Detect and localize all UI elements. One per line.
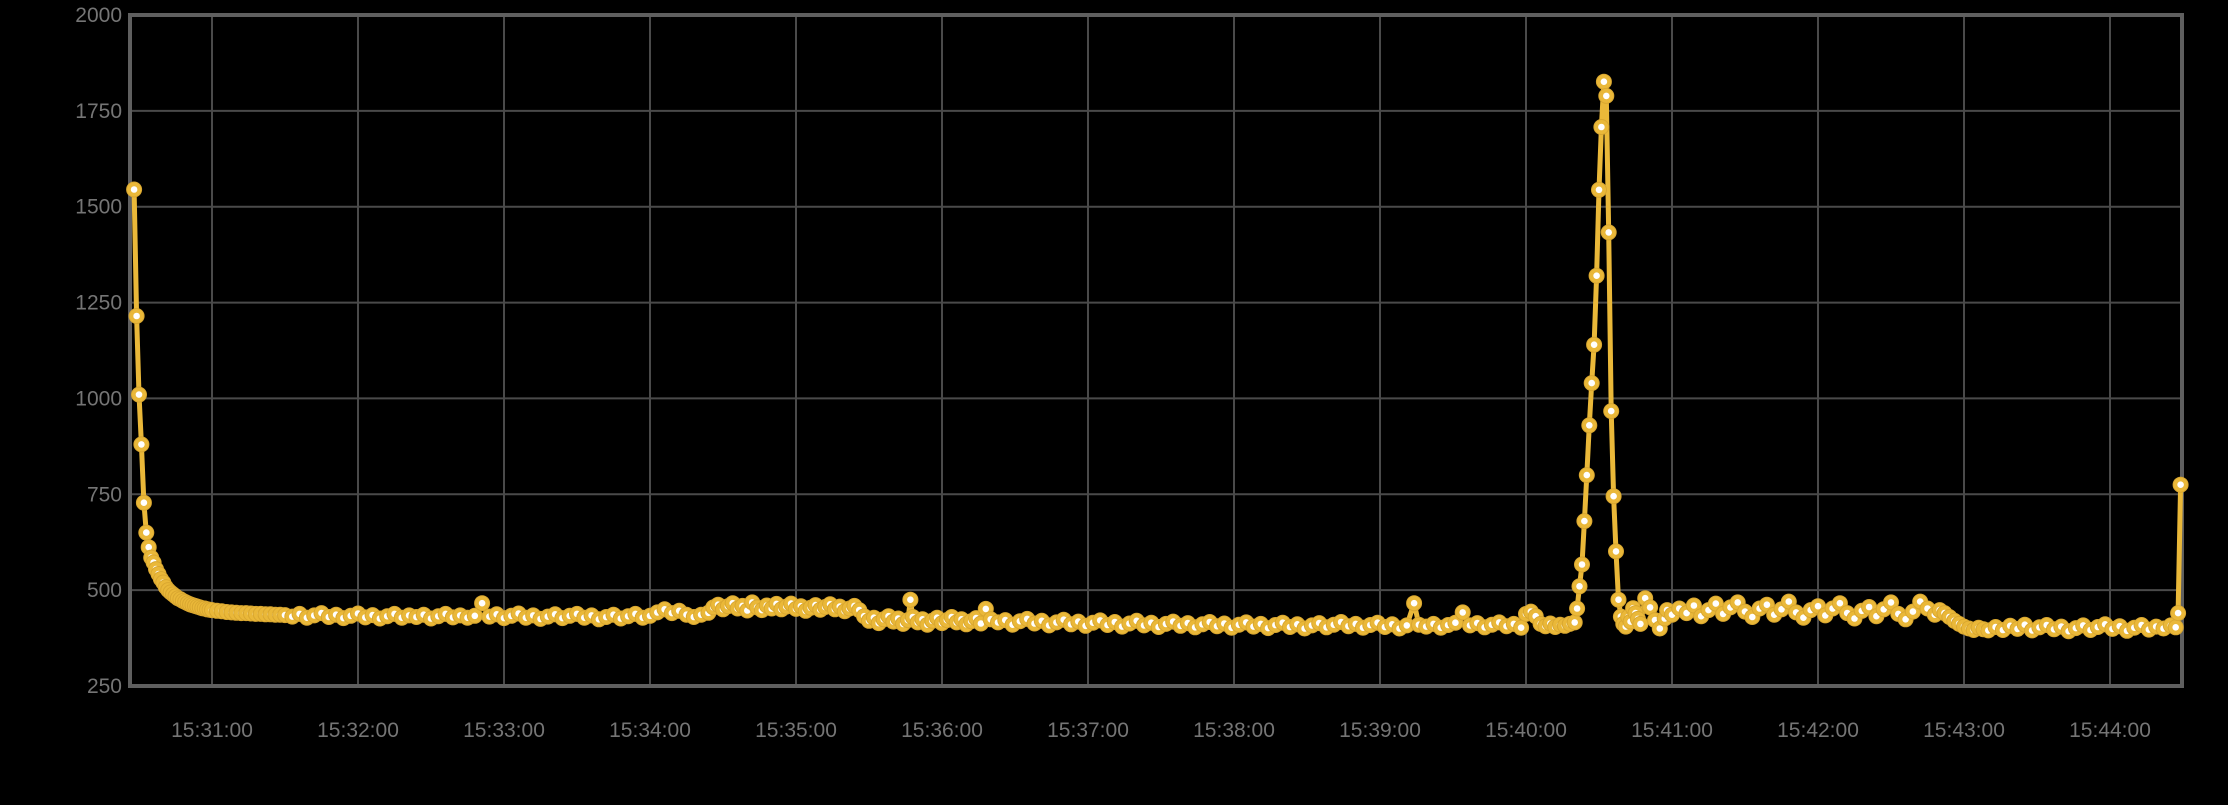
x-tick-label: 15:40:00 (1485, 719, 1567, 742)
x-tick-label: 15:35:00 (755, 719, 837, 742)
data-point-core (1865, 603, 1873, 611)
data-point-core (1583, 471, 1591, 479)
x-tick-label: 15:42:00 (1777, 719, 1859, 742)
data-point-core (1581, 517, 1588, 525)
y-tick-label: 250 (87, 675, 122, 698)
data-point-core (138, 441, 145, 448)
data-point-core (130, 186, 138, 193)
data-point-core (1607, 407, 1615, 415)
y-tick-label: 1500 (75, 196, 122, 219)
data-point-core (1610, 492, 1617, 500)
data-point-core (1800, 614, 1807, 621)
data-point-core (1637, 620, 1644, 628)
data-point-core (1598, 123, 1605, 131)
data-point-core (1615, 596, 1622, 603)
data-point-core (140, 499, 148, 507)
data-point-core (1656, 625, 1664, 632)
data-point-core (1785, 598, 1793, 605)
data-point-core (2174, 609, 2182, 617)
y-tick-label: 1000 (75, 387, 122, 410)
data-point-core (1887, 599, 1895, 606)
data-point-core (1763, 601, 1771, 608)
data-point-core (1593, 272, 1600, 280)
x-tick-label: 15:33:00 (463, 719, 545, 742)
data-point-core (1836, 599, 1844, 607)
data-point-core (1603, 92, 1610, 100)
data-point-core (1600, 78, 1608, 85)
data-point-core (1588, 379, 1595, 387)
data-point-core (1690, 602, 1698, 609)
x-tick-label: 15:31:00 (171, 719, 253, 742)
x-tick-label: 15:36:00 (901, 719, 983, 742)
data-point-core (1578, 561, 1586, 568)
data-point-core (1851, 615, 1858, 622)
y-tick-label: 750 (87, 483, 122, 506)
data-point-core (1778, 606, 1785, 613)
data-point-core (1612, 548, 1620, 555)
data-point-core (977, 620, 985, 627)
data-point-core (1646, 604, 1654, 611)
data-point-core (1576, 583, 1583, 590)
data-point-core (1712, 600, 1720, 607)
data-point-core (982, 605, 990, 613)
data-point-core (143, 529, 150, 536)
x-tick-label: 15:39:00 (1339, 719, 1421, 742)
y-tick-label: 2000 (75, 4, 122, 27)
data-point-core (907, 596, 914, 603)
x-tick-label: 15:32:00 (317, 719, 399, 742)
y-tick-label: 500 (87, 579, 122, 602)
x-tick-label: 15:38:00 (1193, 719, 1275, 742)
x-tick-label: 15:43:00 (1923, 719, 2005, 742)
data-point-core (1410, 599, 1418, 607)
x-tick-label: 15:37:00 (1047, 719, 1129, 742)
data-point-core (1590, 341, 1598, 349)
data-point-core (1571, 619, 1578, 626)
data-point-core (478, 599, 486, 607)
data-point-core (1683, 609, 1690, 617)
data-point-core (145, 543, 152, 551)
data-point-core (1403, 622, 1411, 629)
data-point-core (135, 391, 143, 398)
data-point-core (1573, 605, 1581, 612)
data-point-core (1734, 599, 1741, 606)
x-tick-label: 15:41:00 (1631, 719, 1713, 742)
data-point-core (1902, 616, 1909, 623)
data-point-core (1814, 602, 1822, 610)
data-point-core (1909, 608, 1917, 615)
data-point-core (1586, 422, 1593, 429)
data-point-core (2177, 481, 2184, 489)
data-point-core (1452, 619, 1459, 626)
x-tick-label: 15:44:00 (2069, 719, 2151, 742)
data-point-core (1605, 229, 1612, 236)
data-point-core (2172, 624, 2179, 631)
data-point-core (1517, 624, 1525, 631)
series-line (131, 79, 2184, 634)
data-point-core (1641, 594, 1649, 602)
x-tick-label: 15:34:00 (609, 719, 691, 742)
data-point-core (133, 312, 140, 320)
y-tick-label: 1250 (75, 292, 122, 315)
data-point-core (1595, 186, 1603, 194)
data-point-core (471, 612, 479, 620)
y-tick-label: 1750 (75, 100, 122, 123)
data-point-core (1459, 609, 1466, 616)
data-point-core (1749, 613, 1756, 621)
plot-border (128, 13, 2184, 688)
